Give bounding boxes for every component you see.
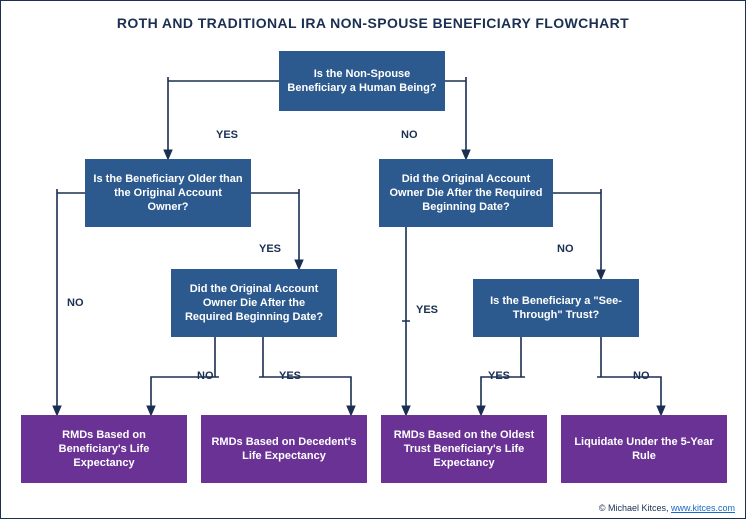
edge-label: NO	[67, 297, 84, 309]
decision-node: Is the Non-Spouse Beneficiary a Human Be…	[279, 51, 445, 111]
edge-label: YES	[279, 370, 301, 382]
decision-node: Did the Original Account Owner Die After…	[171, 269, 337, 337]
edge-label: YES	[216, 129, 238, 141]
credit-link[interactable]: www.kitces.com	[671, 503, 735, 513]
edge-label: YES	[488, 370, 510, 382]
decision-node: Is the Beneficiary a "See-Through" Trust…	[473, 279, 639, 337]
flowchart-frame: ROTH AND TRADITIONAL IRA NON-SPOUSE BENE…	[0, 0, 746, 519]
outcome-node: Liquidate Under the 5-Year Rule	[561, 415, 727, 483]
edge-label: YES	[259, 243, 281, 255]
decision-node: Is the Beneficiary Older than the Origin…	[85, 159, 251, 227]
outcome-node: RMDs Based on Beneficiary's Life Expecta…	[21, 415, 187, 483]
edge-label: NO	[197, 370, 214, 382]
edge-label: NO	[633, 370, 650, 382]
page-title: ROTH AND TRADITIONAL IRA NON-SPOUSE BENE…	[1, 1, 745, 31]
decision-node: Did the Original Account Owner Die After…	[379, 159, 553, 227]
outcome-node: RMDs Based on the Oldest Trust Beneficia…	[381, 415, 547, 483]
credit-prefix: © Michael Kitces,	[599, 503, 671, 513]
outcome-node: RMDs Based on Decedent's Life Expectancy	[201, 415, 367, 483]
edge-label: YES	[416, 304, 438, 316]
edge-label: NO	[557, 243, 574, 255]
credit-line: © Michael Kitces, www.kitces.com	[599, 503, 735, 513]
edge-label: NO	[401, 129, 418, 141]
